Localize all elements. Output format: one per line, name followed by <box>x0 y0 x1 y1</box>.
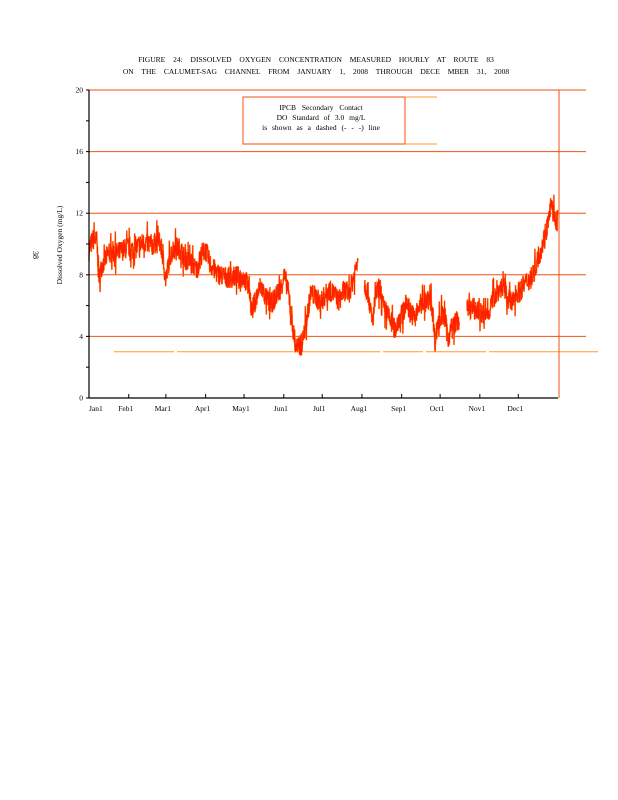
x-tick-label: Jul1 <box>313 404 326 413</box>
x-tick-label: Aug1 <box>351 404 368 413</box>
legend: IPCB Secondary Contact DO Standard of 3.… <box>242 96 437 145</box>
x-tick-label: Oct1 <box>430 404 445 413</box>
x-tick-label: Jan1 <box>89 404 103 413</box>
y-tick-label: 8 <box>79 270 83 279</box>
y-axis-label: Dissolved Oxygen (mg/L) <box>55 205 64 284</box>
x-tick-label: Apr1 <box>195 404 211 413</box>
y-tick-label: 20 <box>76 86 84 95</box>
legend-box <box>242 96 406 145</box>
y-tick-label: 12 <box>76 209 84 218</box>
y-tick-label: 4 <box>79 332 83 341</box>
do-series-line <box>466 194 559 332</box>
x-tick-label: Mar1 <box>155 404 171 413</box>
x-tick-label: Jun1 <box>274 404 288 413</box>
legend-text-2: DO Standard of 3.0 mg/L <box>277 113 366 122</box>
legend-text-1: IPCB Secondary Contact <box>279 103 363 112</box>
x-tick-label: Nov1 <box>468 404 485 413</box>
y-tick-label: 0 <box>79 394 83 403</box>
page-number: 38 <box>31 251 40 259</box>
chart-title-line-1: FIGURE 24: DISSOLVED OXYGEN CONCENTRATIO… <box>138 55 494 64</box>
legend-text-3: is shown as a dashed (- - -) line <box>262 123 380 132</box>
do-series-line <box>88 220 359 356</box>
do-series-line <box>364 278 460 352</box>
x-tick-label: May1 <box>232 404 250 413</box>
chart-title-line-2: ON THE CALUMET-SAG CHANNEL FROM JANUARY … <box>123 67 510 76</box>
x-tick-label: Sep1 <box>391 404 406 413</box>
x-tick-label: Dec1 <box>507 404 523 413</box>
y-tick-label: 16 <box>76 147 84 156</box>
x-tick-label: Feb1 <box>118 404 133 413</box>
